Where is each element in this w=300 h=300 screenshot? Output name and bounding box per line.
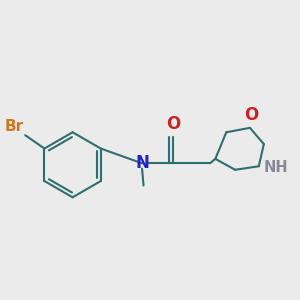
Text: NH: NH bbox=[264, 160, 289, 175]
Text: Br: Br bbox=[4, 119, 24, 134]
Text: N: N bbox=[135, 154, 149, 172]
Text: O: O bbox=[166, 115, 180, 133]
Text: O: O bbox=[244, 106, 259, 124]
